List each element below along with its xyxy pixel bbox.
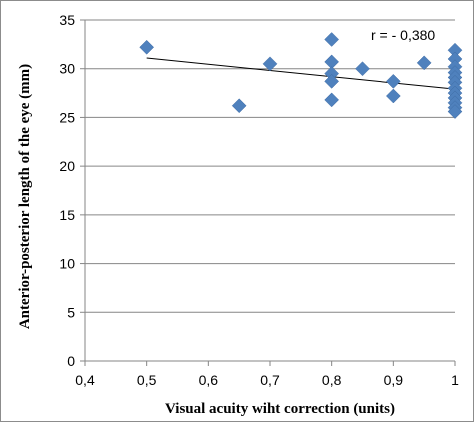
data-point — [324, 32, 340, 47]
data-point — [355, 61, 370, 77]
x-tick-label: 0,7 — [260, 372, 280, 388]
y-tick-labels: 0 5 10 15 20 25 30 35 — [59, 12, 85, 369]
x-tick-label: 0,6 — [199, 372, 219, 388]
y-tick-label: 30 — [59, 61, 75, 77]
trendline — [146, 57, 456, 90]
trendline-group — [146, 57, 456, 90]
y-tick-label: 25 — [59, 109, 75, 125]
data-point — [324, 92, 340, 108]
correlation-annotation: r = - 0,380 — [371, 27, 435, 43]
data-point — [385, 88, 401, 104]
y-tick-label: 5 — [67, 304, 75, 320]
x-tick-label: 0,9 — [384, 372, 404, 388]
y-axis-title: Anterior-posterior length of the eye (mm… — [17, 64, 33, 329]
data-points — [139, 32, 463, 119]
x-tick-label: 0,4 — [75, 372, 95, 388]
data-point — [324, 74, 340, 89]
data-point — [385, 74, 401, 89]
x-tick-label: 1 — [451, 372, 459, 388]
y-tick-label: 0 — [67, 353, 75, 369]
data-point — [262, 56, 278, 72]
data-point — [416, 55, 432, 71]
y-tick-label: 35 — [59, 12, 75, 28]
x-axis-title: Visual acuity wiht correction (units) — [165, 401, 395, 417]
data-point — [139, 39, 155, 55]
x-tick-label: 0,8 — [322, 372, 342, 388]
y-tick-label: 10 — [59, 256, 75, 272]
x-tick-label: 0,5 — [137, 372, 157, 388]
data-point — [231, 98, 247, 114]
data-point — [447, 104, 463, 119]
y-tick-label: 20 — [59, 158, 75, 174]
x-tick-labels: 0,4 0,5 0,6 0,7 0,8 0,9 1 — [75, 361, 459, 388]
y-tick-label: 15 — [59, 207, 75, 223]
